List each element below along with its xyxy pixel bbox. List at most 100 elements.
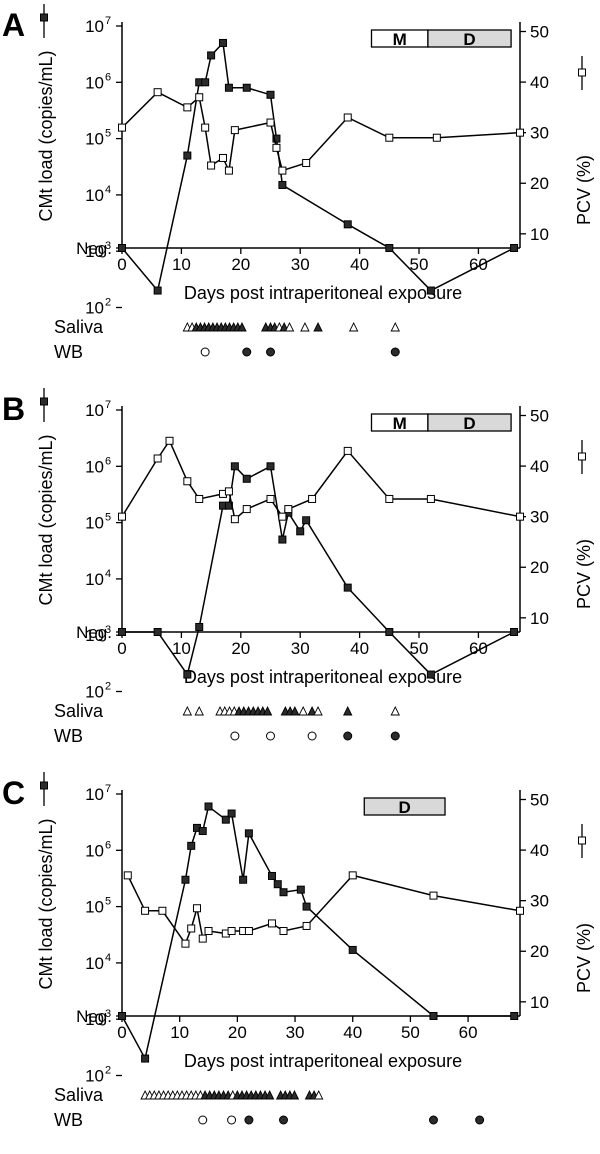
point-pcv: [302, 159, 311, 168]
point-cmt-load: [510, 1012, 519, 1020]
point-pcv: [224, 487, 233, 496]
y-left-tick-label: Neg.: [76, 623, 112, 642]
point-cmt-load: [181, 875, 190, 884]
point-cmt-load: [426, 670, 435, 679]
x-tick-label: 20: [231, 639, 250, 658]
y-left-tick-exponent: 5: [105, 128, 111, 140]
point-cmt-load: [187, 841, 196, 850]
point-pcv: [266, 118, 275, 127]
point-cmt-load: [279, 888, 288, 897]
point-cmt-load: [198, 827, 207, 836]
y-left-tick-label: 10: [85, 17, 104, 36]
saliva-marker: [290, 705, 300, 716]
panel-label: A: [2, 7, 25, 43]
y-right-tick-label: 10: [530, 225, 549, 244]
left-legend-marker: [40, 13, 48, 22]
point-pcv: [516, 512, 524, 521]
panel-label: B: [2, 391, 25, 427]
point-pcv: [218, 153, 227, 162]
point-cmt-load: [302, 902, 311, 911]
point-pcv: [266, 494, 275, 503]
y-right-label: PCV (%): [574, 155, 594, 225]
wb-label: WB: [54, 342, 83, 362]
bar-d: [363, 797, 446, 816]
wb-marker: [307, 731, 317, 741]
saliva-marker: [313, 1089, 324, 1100]
wb-marker: [390, 731, 400, 741]
x-tick-label: 10: [172, 639, 191, 658]
x-tick-label: 0: [117, 1023, 126, 1042]
right-legend-marker: [578, 836, 586, 845]
point-cmt-load: [273, 880, 282, 889]
point-cmt-load: [227, 809, 236, 818]
saliva-marker: [264, 1089, 275, 1100]
saliva-label: Saliva: [54, 1085, 104, 1105]
saliva-marker: [390, 321, 400, 332]
point-pcv: [195, 93, 204, 102]
point-pcv: [224, 166, 233, 175]
y-left-label: CMt load (copies/mL): [36, 50, 56, 221]
y-left-tick-label: 10: [85, 683, 104, 702]
point-pcv: [141, 906, 150, 915]
y-left-tick-exponent: 5: [105, 896, 111, 908]
point-pcv: [230, 126, 239, 135]
point-cmt-load: [244, 829, 253, 838]
wb-marker: [266, 731, 276, 741]
point-cmt-load: [429, 1012, 438, 1020]
y-left-tick-label: 10: [85, 130, 104, 149]
y-left-tick-label: 10: [85, 457, 104, 476]
y-left-tick-label: 10: [85, 242, 104, 261]
y-right-label: PCV (%): [574, 539, 594, 609]
y-left-tick-exponent: 4: [105, 952, 111, 964]
wb-marker: [242, 347, 252, 357]
point-pcv: [153, 88, 162, 97]
y-left-tick-exponent: 2: [105, 1065, 111, 1077]
point-cmt-load: [201, 78, 210, 87]
point-cmt-load: [224, 83, 233, 92]
point-cmt-load: [153, 628, 162, 636]
y-right-tick-label: 30: [530, 508, 549, 527]
y-right-tick-label: 30: [530, 124, 549, 143]
point-pcv: [165, 436, 174, 445]
point-cmt-load: [296, 527, 305, 536]
y-left-tick-label: 10: [85, 954, 104, 973]
y-right-tick-label: 30: [530, 892, 549, 911]
point-pcv: [230, 515, 239, 524]
point-cmt-load: [266, 462, 275, 471]
point-cmt-load: [221, 815, 230, 824]
point-cmt-load: [278, 535, 287, 544]
y-left-tick-exponent: 6: [105, 71, 111, 83]
point-pcv: [343, 113, 352, 122]
point-pcv: [308, 494, 317, 503]
y-right-label: PCV (%): [574, 923, 594, 993]
y-right-tick-label: 20: [530, 558, 549, 577]
point-cmt-load: [183, 151, 192, 160]
saliva-marker: [298, 705, 308, 716]
x-tick-label: 40: [343, 1023, 362, 1042]
bar-label: D: [463, 30, 475, 49]
x-axis-label: Days post intraperitoneal exposure: [184, 1051, 462, 1071]
panel-label: C: [2, 775, 25, 811]
bar-label: D: [398, 798, 410, 817]
y-right-tick-label: 50: [530, 407, 549, 426]
point-cmt-load: [302, 516, 311, 525]
y-left-tick-label: 10: [85, 898, 104, 917]
point-pcv: [242, 505, 251, 514]
y-left-tick-label: Neg.: [76, 1007, 112, 1026]
y-left-tick-label: 10: [85, 1067, 104, 1086]
point-pcv: [201, 123, 210, 132]
left-legend-marker: [40, 397, 48, 406]
x-tick-label: 60: [469, 639, 488, 658]
point-pcv: [432, 133, 441, 142]
y-left-tick-label: 10: [85, 570, 104, 589]
point-cmt-load: [278, 180, 287, 189]
x-tick-label: 20: [231, 255, 250, 274]
point-pcv: [385, 494, 394, 503]
point-cmt-load: [195, 622, 204, 631]
y-left-tick-label: 10: [85, 401, 104, 420]
y-left-tick-exponent: 6: [105, 455, 111, 467]
point-cmt-load: [296, 885, 305, 894]
